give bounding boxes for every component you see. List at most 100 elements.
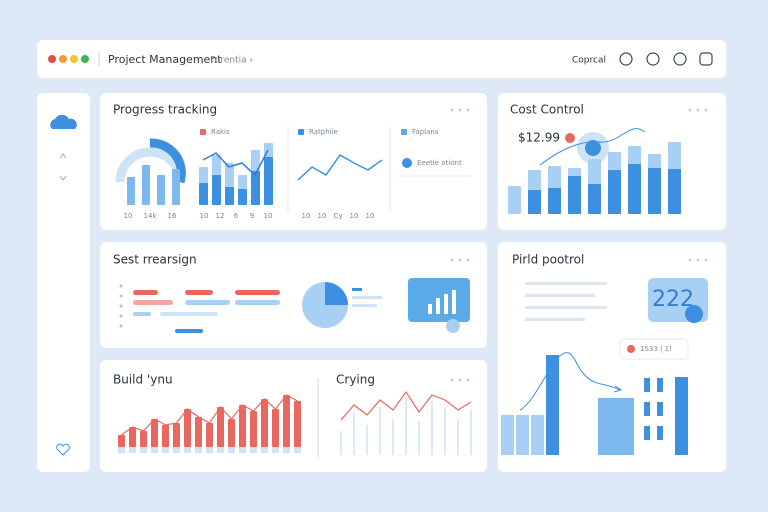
gantt-bar [175,329,203,333]
kpi-value: 222 [652,287,694,312]
legend-label: Rakis [211,128,230,136]
bar [228,419,235,447]
axis-label: 10 [350,212,359,220]
axis-label: 10 [302,212,311,220]
bar [628,164,641,214]
bar-base [118,447,125,453]
axis-label: 16 [168,212,177,220]
breadcrumb[interactable]: Forentia › [210,56,253,66]
line [121,394,298,436]
cursor [446,319,460,333]
bar [173,423,180,447]
user-name[interactable]: Coprcal [572,56,606,66]
bar [668,169,681,214]
bar [353,413,355,455]
bar [444,407,446,455]
line [297,154,383,181]
bar-base [283,447,290,453]
bar-base [250,447,257,453]
bar [157,175,165,205]
building [598,398,634,455]
panel-title: Sest rrearsign [113,253,197,267]
icon[interactable] [699,52,713,66]
bar [418,421,420,455]
bar [648,168,661,214]
legend-label: Ratphiie [309,128,338,136]
sidebar [37,93,90,472]
bar-base [162,447,169,453]
bar [366,425,368,455]
bar [129,427,136,447]
line [202,149,269,177]
bar [140,431,147,447]
bar [151,419,158,447]
gantt-bar [235,300,280,305]
icon[interactable] [673,52,687,66]
bar [568,176,581,214]
bar [516,415,529,455]
bar-base [206,447,213,453]
axis-label: 14k [144,212,158,220]
legend-swatch [298,129,304,135]
bar [294,401,301,447]
heart-icon[interactable] [56,443,70,456]
highlight [585,140,601,156]
top-bar [37,40,726,78]
nav-icon[interactable] [59,153,67,159]
bar [142,165,150,205]
bar [340,431,342,455]
dot [70,55,78,63]
axis-label: 10 [200,212,209,220]
bar [195,417,202,447]
pie-slice [325,282,348,305]
bar [501,415,514,455]
build-line [519,352,621,411]
badge [565,133,575,143]
bar [608,170,621,214]
bar [212,175,221,205]
bar [470,409,472,455]
nav-icon[interactable] [59,175,67,181]
cloud-icon[interactable] [50,114,77,129]
gantt-bar [235,290,280,295]
bar [127,177,135,205]
axis-label: Cy [333,212,342,220]
dot [48,55,56,63]
bar-base [239,447,246,453]
bar [172,169,180,205]
panel-title: Crying [336,373,375,387]
bar [225,187,234,205]
bar [272,409,279,447]
tooltip-text: 1S33 | 1! [640,345,672,353]
bar-base [195,447,202,453]
bar [184,409,191,447]
bar [546,355,559,455]
bar [261,399,268,447]
bar [588,184,601,214]
bar [508,186,521,214]
bar-base [261,447,268,453]
bar [118,435,125,447]
gantt-bar [185,290,213,295]
app-title: Project Management [108,53,222,66]
panel-title: Build 'ynu [113,373,173,387]
bar [264,157,273,205]
bar-base [184,447,191,453]
panel-title: Progress tracking [113,103,217,117]
axis-label: 10 [318,212,327,220]
panel-title: Cost Control [510,103,584,117]
bar-base [151,447,158,453]
gantt-bar [133,300,173,305]
icon[interactable] [619,52,633,66]
gantt-bar [160,312,218,316]
legend-swatch [401,129,407,135]
bar [392,419,394,455]
axis-label: 10 [124,212,133,220]
bar-base [173,447,180,453]
icon[interactable] [646,52,660,66]
kpi-icon [685,305,703,323]
bar [675,377,688,455]
cost-curve [539,128,646,166]
axis-label: 10 [366,212,375,220]
